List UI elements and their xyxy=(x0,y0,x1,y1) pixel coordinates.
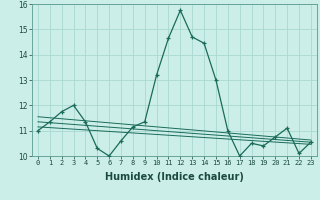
X-axis label: Humidex (Indice chaleur): Humidex (Indice chaleur) xyxy=(105,172,244,182)
